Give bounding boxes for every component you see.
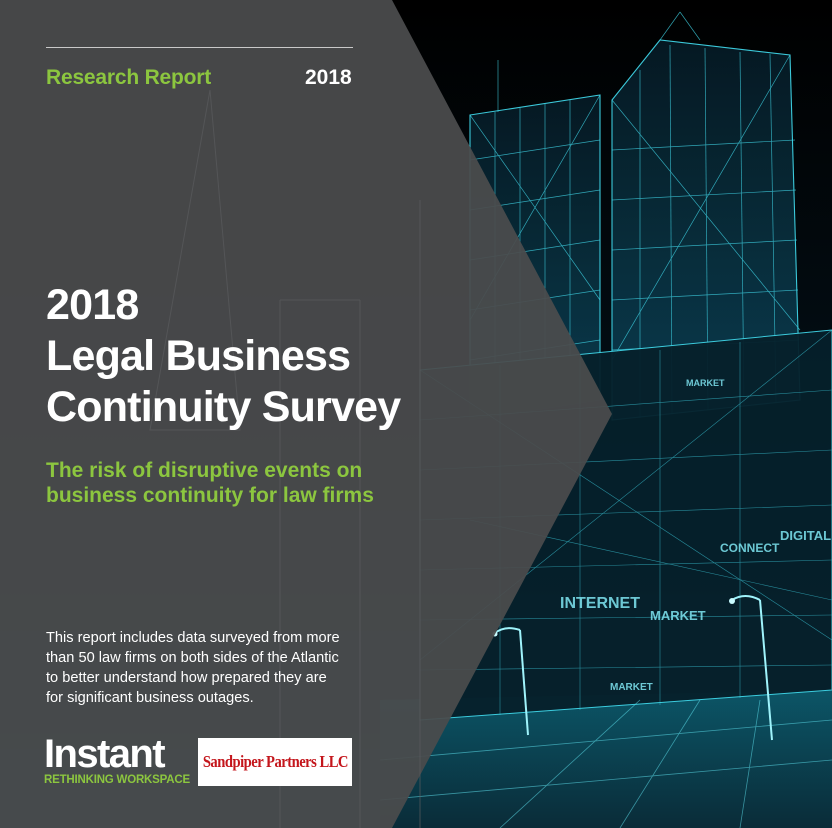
description-line-1: This report includes data surveyed from … bbox=[46, 630, 340, 646]
instant-logo-wordmark: Instant bbox=[44, 732, 166, 776]
sandpiper-partners-logo: Sandpiper Partners LLC bbox=[198, 738, 352, 786]
description-line-2: than 50 law firms on both sides of the A… bbox=[46, 650, 339, 666]
title-line-2: Legal Business bbox=[46, 332, 351, 380]
bg-label-market-1: MARKET bbox=[686, 378, 725, 388]
report-subtitle: The risk of disruptive events on busines… bbox=[46, 458, 374, 508]
header-divider bbox=[46, 47, 353, 48]
description-line-3: to better understand how prepared they a… bbox=[46, 670, 327, 686]
title-line-3: Continuity Survey bbox=[46, 383, 401, 431]
subtitle-line-1: The risk of disruptive events on bbox=[46, 459, 363, 482]
report-description: This report includes data surveyed from … bbox=[46, 628, 406, 708]
bg-label-internet: INTERNET bbox=[560, 595, 640, 612]
report-type-label: Research Report bbox=[46, 66, 212, 89]
bg-label-market-3: MARKET bbox=[610, 682, 653, 693]
bg-label-connect: CONNECT bbox=[720, 541, 780, 555]
report-title: 2018 Legal Business Continuity Survey bbox=[46, 280, 401, 433]
subtitle-line-2: business continuity for law firms bbox=[46, 484, 374, 507]
bg-label-digital: DIGITAL bbox=[780, 528, 831, 543]
sandpiper-logo-text: Sandpiper Partners LLC bbox=[202, 752, 348, 771]
report-year: 2018 bbox=[305, 66, 352, 89]
bg-label-market-2: MARKET bbox=[650, 608, 706, 623]
description-line-4: for significant business outages. bbox=[46, 690, 254, 706]
title-line-1: 2018 bbox=[46, 281, 139, 329]
instant-logo-tagline: RETHINKING WORKSPACE bbox=[44, 774, 190, 786]
instant-logo: Instant RETHINKING WORKSPACE bbox=[44, 734, 190, 786]
